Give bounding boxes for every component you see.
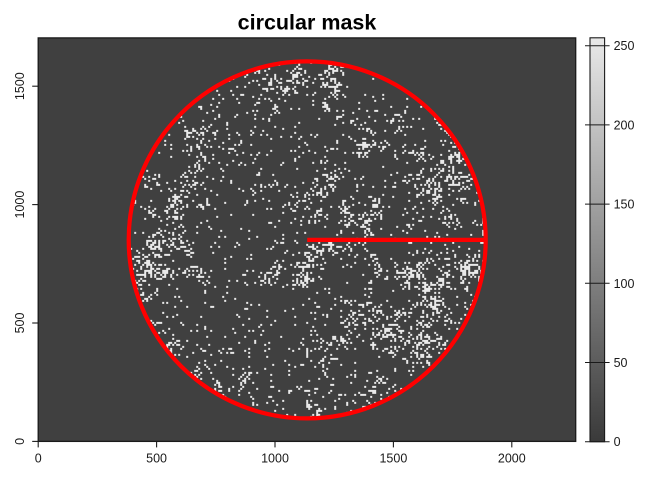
svg-text:50: 50: [614, 356, 628, 370]
svg-text:1000: 1000: [261, 451, 289, 465]
svg-text:0: 0: [614, 435, 621, 449]
svg-text:1000: 1000: [13, 191, 27, 219]
svg-text:0: 0: [13, 438, 27, 445]
svg-text:1500: 1500: [379, 451, 407, 465]
svg-text:200: 200: [614, 118, 635, 132]
svg-text:2000: 2000: [498, 451, 526, 465]
svg-text:500: 500: [146, 451, 167, 465]
svg-text:1500: 1500: [13, 72, 27, 100]
svg-text:250: 250: [614, 39, 635, 53]
svg-text:circular mask: circular mask: [238, 11, 377, 35]
svg-text:500: 500: [13, 313, 27, 334]
svg-text:100: 100: [614, 277, 635, 291]
svg-text:150: 150: [614, 198, 635, 212]
svg-text:0: 0: [35, 451, 42, 465]
